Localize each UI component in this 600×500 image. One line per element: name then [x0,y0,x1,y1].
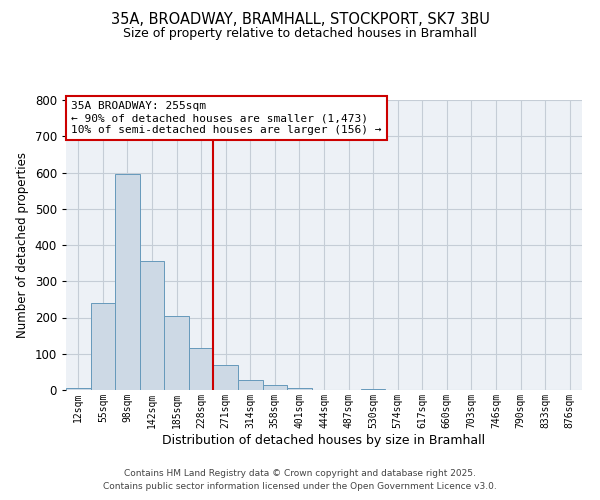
Bar [91,303,115,390]
X-axis label: Distribution of detached houses by size in Bramhall: Distribution of detached houses by size … [163,434,485,446]
Bar [164,316,189,390]
Text: 35A BROADWAY: 255sqm
← 90% of detached houses are smaller (1,473)
10% of semi-de: 35A BROADWAY: 255sqm ← 90% of detached h… [71,102,382,134]
Text: Size of property relative to detached houses in Bramhall: Size of property relative to detached ho… [123,28,477,40]
Bar [238,380,263,390]
Bar [287,388,312,390]
Text: Contains HM Land Registry data © Crown copyright and database right 2025.: Contains HM Land Registry data © Crown c… [124,468,476,477]
Text: 35A, BROADWAY, BRAMHALL, STOCKPORT, SK7 3BU: 35A, BROADWAY, BRAMHALL, STOCKPORT, SK7 … [110,12,490,28]
Bar [66,388,91,390]
Bar [214,364,238,390]
Bar [189,348,214,390]
Bar [115,174,140,390]
Y-axis label: Number of detached properties: Number of detached properties [16,152,29,338]
Bar [263,384,287,390]
Bar [140,262,164,390]
Text: Contains public sector information licensed under the Open Government Licence v3: Contains public sector information licen… [103,482,497,491]
